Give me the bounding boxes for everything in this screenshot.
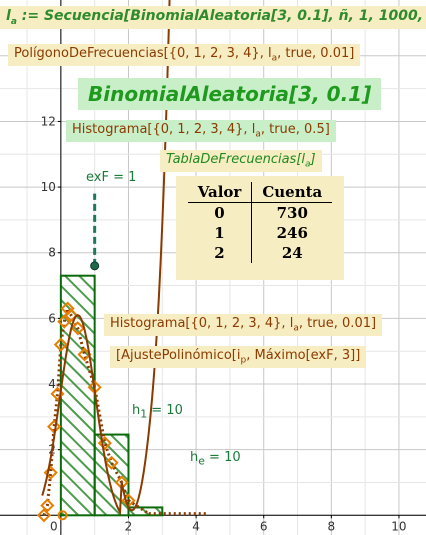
x-tick-label: 4 <box>192 519 200 533</box>
polygon-point[interactable] <box>77 347 92 362</box>
polygon-tail[interactable] <box>127 499 150 515</box>
table-cell: 1 <box>187 223 253 243</box>
exf-label[interactable]: exF = 1 <box>86 170 137 185</box>
x-tick-label: 0 <box>50 519 58 533</box>
frequency-table-command-label[interactable]: TablaDeFrecuencias[la] <box>160 150 322 172</box>
polygon-point[interactable] <box>53 337 68 352</box>
table-cell: 246 <box>276 224 308 242</box>
polygon-point[interactable] <box>40 498 55 513</box>
histogram-command-label[interactable]: Histograma[{0, 1, 2, 3, 4}, la, true, 0.… <box>66 120 336 142</box>
y-tick-label: 12 <box>41 114 56 128</box>
x-tick-label: 8 <box>328 519 336 533</box>
exf-point[interactable] <box>90 261 100 271</box>
table-header-count: Cuenta <box>251 182 333 203</box>
table-row: 2 24 <box>187 243 333 263</box>
polygon-point[interactable] <box>87 380 102 395</box>
polygon-point[interactable] <box>104 455 119 470</box>
y-tick-label: 6 <box>48 311 56 325</box>
table-row: 1 246 <box>187 223 333 243</box>
y-tick-label: 4 <box>48 377 56 391</box>
polygon-command-label[interactable]: PolígonoDeFrecuencias[{0, 1, 2, 3, 4}, l… <box>8 44 361 66</box>
histogram-density-command-label[interactable]: Histograma[{0, 1, 2, 3, 4}, la, true, 0.… <box>104 314 383 336</box>
polygon-point[interactable] <box>114 475 129 490</box>
fit-curve[interactable] <box>41 0 172 516</box>
polygon-point[interactable] <box>70 321 85 336</box>
table-header-value: Valor <box>187 182 253 203</box>
fit-curve-line[interactable] <box>41 0 172 516</box>
x-tick-label: 10 <box>391 519 406 533</box>
y-tick-label: 8 <box>48 246 56 260</box>
polygon-point[interactable] <box>36 508 52 523</box>
frequency-table[interactable]: Valor Cuenta 0 730 1 246 2 24 <box>176 176 344 280</box>
polynomial-fit-command-label[interactable]: [AjustePolinómico[ip, Máximo[exF, 3]] <box>110 346 367 368</box>
origin-point[interactable] <box>57 510 68 521</box>
table-cell: 730 <box>276 204 308 222</box>
x-tick-label: 6 <box>260 519 268 533</box>
exf-point-group[interactable] <box>57 193 100 521</box>
x-tick-label: 2 <box>125 519 133 533</box>
y-tick-label: 10 <box>41 180 56 194</box>
histogram-bars[interactable] <box>59 274 164 517</box>
binomial-command-label[interactable]: BinomialAleatoria[3, 0.1] <box>78 78 382 110</box>
table-cell: 0 <box>187 202 253 223</box>
histogram-bar[interactable] <box>93 433 130 517</box>
polygon-point[interactable] <box>57 314 72 329</box>
he-slider-label[interactable]: he = 10 <box>190 450 241 468</box>
table-cell: 2 <box>187 243 253 263</box>
table-cell: 24 <box>281 244 303 262</box>
table-row: 0 730 <box>187 202 333 223</box>
sequence-command-label[interactable]: la := Secuencia[BinomialAleatoria[3, 0.1… <box>0 6 426 29</box>
h1-slider-label[interactable]: h1 = 10 <box>132 403 183 421</box>
